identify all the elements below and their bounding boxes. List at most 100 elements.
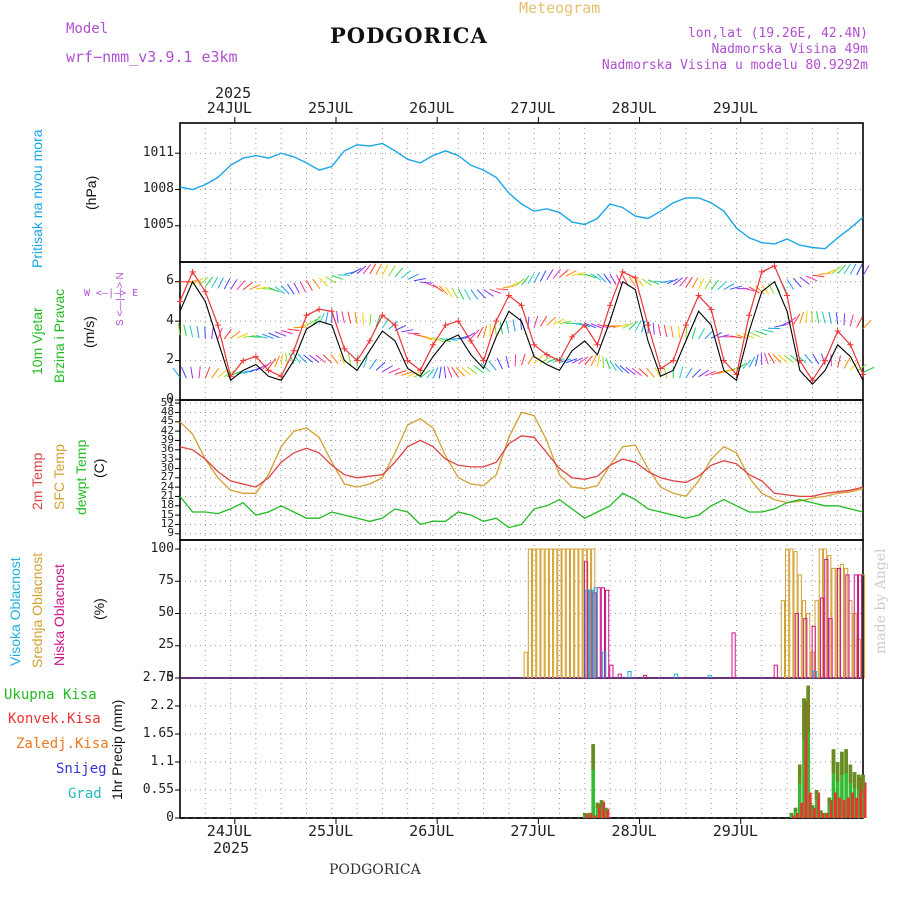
- wind-arrow: [249, 367, 261, 373]
- precip-total-bar: [797, 764, 802, 818]
- wind-arrow: [177, 323, 181, 336]
- wind-gust-marker: [847, 341, 854, 348]
- precip-convective-bar: [593, 815, 597, 818]
- meteogram-label: Meteogram: [519, 0, 601, 17]
- page-title: PODGORICA: [330, 23, 488, 48]
- precip-convective-bar: [829, 800, 833, 818]
- wind-arrow: [312, 315, 322, 325]
- wind-arrow: [622, 322, 634, 329]
- precip-tick-label: 2.75: [142, 669, 174, 685]
- footer-city: PODGORICA: [329, 862, 421, 878]
- precip-frame: [179, 677, 864, 819]
- day-label: 24JUL: [206, 822, 252, 840]
- wind-arrow: [698, 277, 705, 290]
- day-label: 28JUL: [611, 99, 657, 117]
- wind-gust-marker: [354, 357, 361, 364]
- wind-arrow: [647, 279, 660, 285]
- wind-arrow: [609, 360, 617, 372]
- wind-arrow: [489, 324, 491, 337]
- wind-arrow: [268, 358, 277, 369]
- wind-arrow: [634, 320, 642, 332]
- wind-arrow: [625, 366, 636, 375]
- legend-total: Ukupna Kisa: [4, 687, 97, 703]
- day-label: 25JUL: [307, 822, 354, 840]
- wind-arrow: [862, 319, 872, 330]
- wind-arrow: [571, 357, 584, 364]
- wind-arrow: [767, 283, 775, 295]
- wind-arrow: [447, 366, 453, 378]
- wind-arrow: [420, 335, 432, 341]
- wind-arrow: [646, 367, 655, 378]
- wind-arrow: [502, 285, 515, 289]
- cloud-bar: [600, 587, 606, 678]
- cloud-bar: [818, 548, 823, 678]
- wind-arrow: [672, 277, 684, 286]
- wind-arrow: [292, 353, 301, 364]
- wind-arrow: [268, 287, 280, 293]
- wind-arrow: [467, 366, 478, 375]
- pressure-line: [179, 142, 864, 250]
- wind-arrow: [760, 353, 763, 366]
- wind-gust-marker: [265, 367, 272, 374]
- wind-arrow: [394, 267, 404, 278]
- wind-gust-marker: [252, 353, 259, 360]
- wind-arrow: [663, 366, 668, 379]
- wind-arrow: [476, 327, 484, 339]
- temp-tick-label: 42: [160, 423, 174, 437]
- precip-total-top: [848, 764, 853, 784]
- wind-arrow: [508, 281, 520, 288]
- wind-gust-marker: [569, 333, 576, 340]
- wind-arrow: [457, 288, 465, 300]
- wind-arrow: [445, 338, 458, 342]
- cloud-bar: [803, 618, 808, 678]
- precip-convective-bar: [791, 815, 795, 818]
- precip-total-bar: [587, 812, 591, 818]
- t2m-temp-line: [179, 435, 864, 498]
- wind-arrow: [730, 285, 742, 290]
- wind-arrow: [641, 278, 652, 286]
- wind-arrow: [306, 279, 313, 291]
- wind-arrow: [641, 320, 646, 333]
- precip-total-top: [831, 749, 836, 774]
- precip-total-top: [810, 805, 815, 810]
- precip-total-top: [852, 772, 857, 789]
- wind-gust-marker: [518, 302, 525, 309]
- wind-arrow: [596, 355, 601, 368]
- pressure-tick-label: 1008: [142, 180, 174, 196]
- wind-arrow: [533, 271, 541, 283]
- wind-arrow: [315, 354, 326, 364]
- wind-arrow: [470, 289, 479, 300]
- wind-gust-marker: [822, 357, 829, 364]
- wind-arrow: [274, 331, 287, 337]
- precip-total-top: [587, 812, 591, 815]
- wind-arrow: [849, 314, 854, 327]
- elevation-text: Nadmorska Visina 49m: [711, 42, 868, 57]
- wind-arrow: [217, 369, 228, 378]
- wind-gust-marker: [670, 357, 677, 364]
- dewpoint-temp-line: [179, 492, 864, 529]
- wind-tick-label: 4: [166, 312, 174, 328]
- wind-arrow: [211, 326, 214, 339]
- wind-gust-marker: [379, 312, 386, 319]
- precip-convective-bar: [833, 792, 837, 818]
- wind-arrow: [324, 311, 329, 324]
- wind-arrow: [862, 265, 870, 276]
- coords-text: lon,lat (19.26E, 42.4N): [687, 26, 868, 41]
- precip-total-bar: [861, 774, 865, 818]
- wind-arrow: [828, 311, 832, 324]
- wind-gust-marker: [758, 268, 765, 275]
- cloud-bar: [780, 600, 785, 678]
- wind-arrow: [192, 277, 204, 285]
- wind-arrow: [711, 370, 723, 376]
- model-elevation-text: Nadmorska Visina u modelu 80.9292m: [601, 58, 868, 73]
- cloud-bar: [845, 574, 850, 678]
- wind-arrow: [742, 359, 752, 369]
- wind-arrow: [274, 286, 285, 294]
- wind-tick-label: 6: [166, 273, 174, 289]
- precip-convective-bar: [859, 777, 863, 818]
- wind-arrow: [363, 264, 372, 275]
- wind-arrow: [540, 315, 548, 327]
- cloud-bar: [585, 589, 590, 678]
- precip-convective-bar: [800, 802, 804, 818]
- wind-arrow: [347, 353, 352, 366]
